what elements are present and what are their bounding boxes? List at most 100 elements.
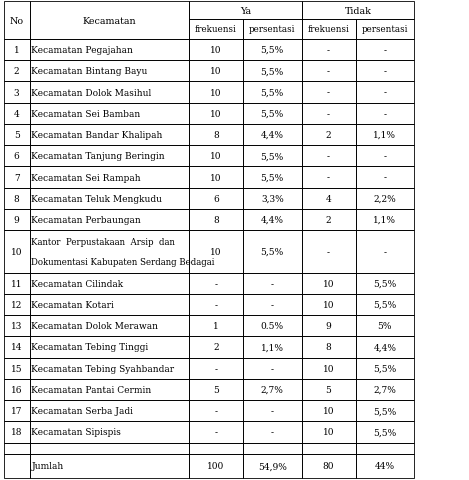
Bar	[189, 315, 243, 336]
Bar	[30, 125, 189, 146]
Text: 4: 4	[14, 109, 20, 119]
Bar	[243, 315, 302, 336]
Bar	[243, 82, 302, 103]
Bar	[4, 358, 30, 379]
Text: 5,5%: 5,5%	[261, 67, 284, 76]
Text: -: -	[327, 247, 330, 256]
Text: Kecamatan Cilindak: Kecamatan Cilindak	[31, 279, 123, 288]
Bar	[30, 336, 189, 358]
Bar	[30, 379, 189, 400]
Text: persentasi: persentasi	[362, 25, 408, 35]
Bar	[4, 230, 30, 273]
Text: 5,5%: 5,5%	[261, 46, 284, 55]
Text: 10: 10	[210, 67, 222, 76]
Bar	[30, 188, 189, 209]
Text: -: -	[214, 279, 218, 288]
Bar	[189, 336, 243, 358]
Text: 5: 5	[325, 385, 332, 394]
Bar	[189, 209, 243, 230]
Bar	[302, 315, 356, 336]
Text: 10: 10	[11, 247, 23, 256]
Bar	[189, 421, 243, 443]
Text: 4,4%: 4,4%	[261, 216, 284, 225]
Text: 8: 8	[213, 131, 219, 140]
Bar	[243, 230, 302, 273]
Bar	[4, 40, 30, 61]
Bar	[189, 400, 243, 421]
Bar	[302, 40, 356, 61]
Text: 5: 5	[213, 385, 219, 394]
Text: 10: 10	[210, 109, 222, 119]
Bar	[189, 188, 243, 209]
Bar	[302, 125, 356, 146]
Text: -: -	[383, 46, 386, 55]
Bar	[302, 336, 356, 358]
Text: 10: 10	[210, 247, 222, 256]
Text: 3: 3	[14, 88, 19, 97]
Text: 16: 16	[11, 385, 23, 394]
Bar	[30, 358, 189, 379]
Text: 17: 17	[11, 407, 23, 415]
Bar	[189, 358, 243, 379]
Text: persentasi: persentasi	[249, 25, 295, 35]
Text: Kantor  Perpustakaan  Arsip  dan: Kantor Perpustakaan Arsip dan	[31, 238, 175, 247]
Bar	[4, 454, 30, 478]
Bar	[4, 146, 30, 167]
Text: -: -	[271, 364, 274, 373]
Text: -: -	[383, 152, 386, 161]
Bar	[243, 400, 302, 421]
Bar	[189, 167, 243, 188]
Bar	[189, 273, 243, 294]
Text: 1,1%: 1,1%	[261, 343, 284, 352]
Bar	[302, 400, 356, 421]
Text: Kecamatan Kotari: Kecamatan Kotari	[31, 300, 114, 309]
Text: 54,9%: 54,9%	[258, 461, 287, 470]
Bar	[302, 188, 356, 209]
Text: 8: 8	[213, 216, 219, 225]
Text: 5,5%: 5,5%	[261, 247, 284, 256]
Text: 4,4%: 4,4%	[373, 343, 396, 352]
Bar	[356, 209, 414, 230]
Text: 5,5%: 5,5%	[373, 407, 396, 415]
Bar	[189, 61, 243, 82]
Bar	[356, 61, 414, 82]
Text: -: -	[271, 407, 274, 415]
Text: 18: 18	[11, 428, 23, 436]
Bar	[243, 125, 302, 146]
Text: 5,5%: 5,5%	[373, 300, 396, 309]
Text: 0.5%: 0.5%	[261, 322, 284, 331]
Text: 1: 1	[213, 322, 219, 331]
Bar	[302, 454, 356, 478]
Text: -: -	[214, 428, 218, 436]
Text: 5,5%: 5,5%	[261, 109, 284, 119]
Bar	[4, 188, 30, 209]
Text: Kecamatan Sei Rampah: Kecamatan Sei Rampah	[31, 173, 141, 182]
Bar	[30, 209, 189, 230]
Text: 10: 10	[210, 46, 222, 55]
Bar	[189, 125, 243, 146]
Bar	[302, 294, 356, 315]
Text: Kecamatan: Kecamatan	[83, 17, 136, 25]
Bar	[243, 61, 302, 82]
Bar	[4, 2, 30, 40]
Bar	[356, 379, 414, 400]
Text: 3,3%: 3,3%	[261, 194, 284, 204]
Text: 6: 6	[14, 152, 20, 161]
Bar	[243, 294, 302, 315]
Text: -: -	[271, 428, 274, 436]
Bar	[189, 146, 243, 167]
Bar	[243, 20, 302, 40]
Text: 10: 10	[210, 88, 222, 97]
Text: Kecamatan Sipispis: Kecamatan Sipispis	[31, 428, 121, 436]
Bar	[302, 379, 356, 400]
Bar	[30, 61, 189, 82]
Text: 8: 8	[14, 194, 20, 204]
Text: 8: 8	[325, 343, 332, 352]
Text: 5: 5	[14, 131, 20, 140]
Bar	[189, 103, 243, 125]
Text: Kecamatan Dolok Merawan: Kecamatan Dolok Merawan	[31, 322, 159, 331]
Text: Kecamatan Dolok Masihul: Kecamatan Dolok Masihul	[31, 88, 151, 97]
Bar	[4, 294, 30, 315]
Text: -: -	[327, 88, 330, 97]
Text: 10: 10	[323, 407, 334, 415]
